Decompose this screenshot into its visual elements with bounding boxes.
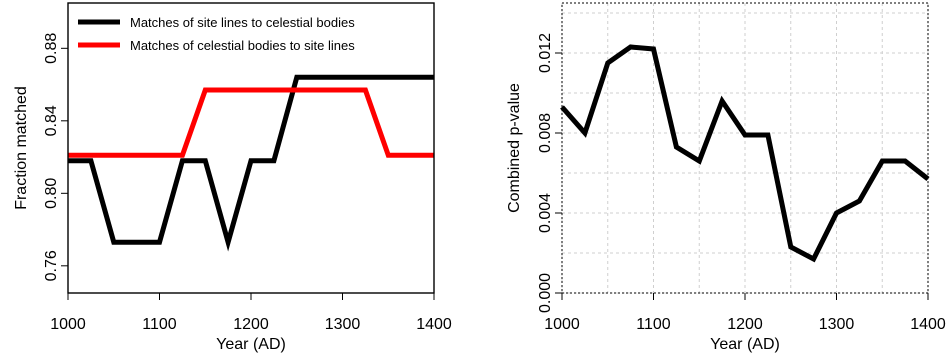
right-x-axis: 1000 1100 1200 1300 1400 <box>544 293 946 333</box>
left-x-axis-title: Year (AD) <box>216 336 286 353</box>
left-x-tick-label: 1400 <box>416 316 452 333</box>
right-y-tick-label: 0.012 <box>537 33 554 73</box>
left-x-tick-label: 1100 <box>142 316 177 333</box>
left-y-axis: 0.76 0.80 0.84 0.88 <box>43 33 68 281</box>
right-y-axis-title: Combined p-value <box>506 83 523 213</box>
legend: Matches of site lines to celestial bodie… <box>78 15 355 53</box>
left-y-tick-label: 0.84 <box>43 105 60 136</box>
right-y-tick-label: 0.008 <box>537 113 554 153</box>
left-y-tick-label: 0.80 <box>43 178 60 209</box>
right-x-tick-label: 1400 <box>910 316 946 333</box>
right-chart: 1000 1100 1200 1300 1400 0.000 0.004 0.008 0.01… <box>506 2 946 353</box>
right-x-tick-label: 1100 <box>636 316 671 333</box>
legend-label-site-lines: Matches of site lines to celestial bodie… <box>130 15 355 30</box>
left-series-line-0 <box>68 74 434 252</box>
left-x-tick-label: 1200 <box>233 316 269 333</box>
legend-label-celestial: Matches of celestial bodies to site line… <box>130 38 355 53</box>
left-series-line-1 <box>68 87 434 158</box>
left-y-axis-title: Fraction matched <box>13 86 30 210</box>
right-x-tick-label: 1300 <box>819 316 855 333</box>
right-x-tick-label: 1000 <box>544 316 580 333</box>
left-y-tick-label: 0.76 <box>43 250 60 281</box>
right-y-tick-label: 0.000 <box>537 273 554 313</box>
right-series-line-0 <box>560 44 930 263</box>
right-x-axis-title: Year (AD) <box>710 336 780 353</box>
left-chart: 1000 1100 1200 1300 1400 0.76 0.80 0.84 0.88 Ye… <box>13 2 452 353</box>
right-series-layer <box>560 44 930 263</box>
right-y-axis: 0.000 0.004 0.008 0.012 <box>537 33 562 313</box>
left-x-tick-label: 1300 <box>325 316 361 333</box>
left-y-tick-label: 0.88 <box>43 33 60 64</box>
left-x-axis: 1000 1100 1200 1300 1400 <box>50 293 452 333</box>
left-x-tick-label: 1000 <box>50 316 86 333</box>
right-gridlines <box>561 3 929 294</box>
right-y-tick-label: 0.004 <box>537 193 554 233</box>
right-x-tick-label: 1200 <box>727 316 763 333</box>
left-series-layer <box>68 74 434 252</box>
